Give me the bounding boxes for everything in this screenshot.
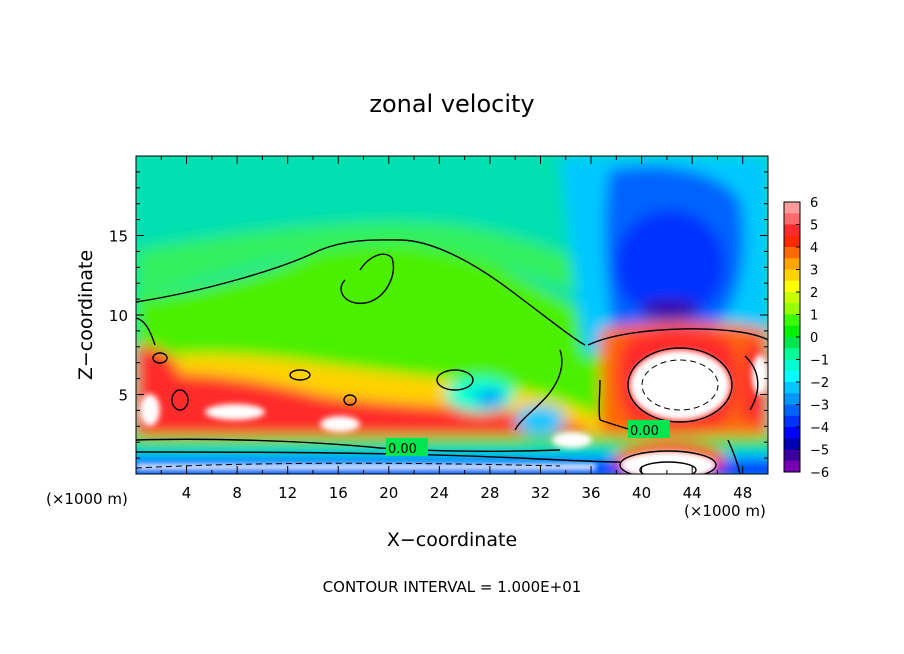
x-axis-label: X−coordinate <box>387 529 517 551</box>
x-tick-label: 8 <box>232 484 242 502</box>
x-unit-right: (×1000 m) <box>684 502 766 520</box>
y-tick-label: 10 <box>109 307 128 325</box>
contour-lines <box>136 239 768 474</box>
colorbar-swatch <box>784 449 800 462</box>
colorbar-label: 0 <box>810 331 818 346</box>
colorbar-label: −3 <box>810 399 829 414</box>
colorbar-label: −6 <box>810 466 829 481</box>
colorbar-swatch <box>784 393 800 405</box>
colorbar-swatch <box>784 303 800 315</box>
colorbar-label: 2 <box>810 286 818 301</box>
y-tick-label: 15 <box>109 228 128 246</box>
colorbar-swatch <box>784 224 800 237</box>
colorbar-swatch <box>784 460 800 473</box>
x-axis-ticks: 4 8 12 16 20 24 28 32 36 40 44 48 <box>160 156 752 502</box>
colorbar: 6 5 4 3 2 1 0 −1 −2 −3 −4 −5 −6 <box>783 196 829 481</box>
colorbar-label: −1 <box>810 354 829 369</box>
colorbar-label: −5 <box>810 444 829 459</box>
colorbar-swatch <box>784 213 800 225</box>
colorbar-swatch <box>784 370 800 383</box>
dashed-contours <box>136 359 719 469</box>
x-tick-label: 44 <box>683 484 702 502</box>
colorbar-label: −4 <box>810 421 829 436</box>
y-axis-ticks: 5 10 15 <box>109 171 768 459</box>
colorbar-swatch <box>784 325 800 338</box>
colorbar-label: 1 <box>810 309 818 324</box>
contour-label: 0.00 <box>630 424 659 439</box>
y-axis-label: Z−coordinate <box>75 250 97 380</box>
colorbar-label: 5 <box>810 219 818 234</box>
colorbar-swatch <box>784 258 800 270</box>
x-tick-label: 24 <box>430 484 449 502</box>
x-tick-label: 32 <box>531 484 550 502</box>
colorbar-swatch <box>784 382 800 394</box>
colorbar-swatch <box>784 280 800 293</box>
colorbar-swatch <box>784 415 800 428</box>
label-backgrounds <box>386 420 670 456</box>
x-tick-label: 48 <box>733 484 752 502</box>
x-tick-label: 20 <box>379 484 398 502</box>
x-tick-label: 28 <box>480 484 499 502</box>
chart-title: zonal velocity <box>369 90 534 118</box>
colorbar-swatch <box>784 314 800 327</box>
contour-interval-note: CONTOUR INTERVAL = 1.000E+01 <box>323 578 582 596</box>
colorbar-swatch <box>784 269 800 282</box>
colorbar-swatch <box>784 438 800 450</box>
colorbar-swatch <box>784 202 800 214</box>
x-tick-label: 16 <box>329 484 348 502</box>
colorbar-swatch <box>784 235 800 248</box>
x-tick-label: 12 <box>278 484 297 502</box>
colorbar-swatch <box>784 292 800 304</box>
x-unit-left: (×1000 m) <box>46 490 128 508</box>
x-tick-label: 4 <box>182 484 192 502</box>
colorbar-label: 4 <box>810 241 818 256</box>
plot-area: 0.00 0.00 <box>136 156 768 474</box>
colorbar-swatch <box>784 337 800 349</box>
x-tick-label: 36 <box>581 484 600 502</box>
x-tick-label: 40 <box>632 484 651 502</box>
colorbar-swatch <box>784 359 800 372</box>
colorbar-label: −2 <box>810 376 829 391</box>
y-tick-label: 5 <box>118 387 128 405</box>
colorbar-swatch <box>784 427 800 439</box>
colorbar-swatch <box>784 348 800 360</box>
colorbar-swatch <box>784 247 800 259</box>
contour-label: 0.00 <box>388 442 417 457</box>
colorbar-swatch <box>784 404 800 417</box>
heatmap-detail <box>136 350 768 474</box>
colorbar-label: 3 <box>810 264 818 279</box>
colorbar-label: 6 <box>810 196 818 211</box>
